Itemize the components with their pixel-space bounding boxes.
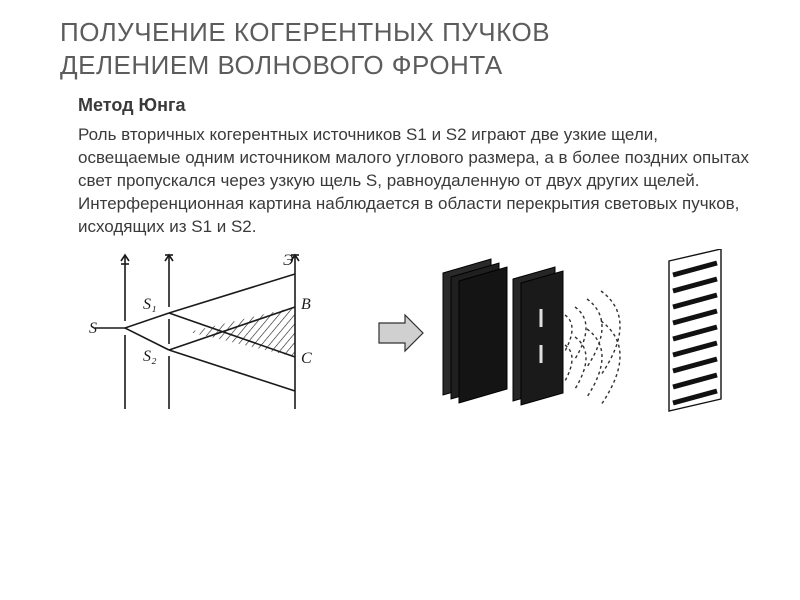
wavefronts — [565, 291, 620, 405]
young-3d-svg — [373, 249, 733, 424]
plane-stack-2 — [513, 267, 563, 405]
label-s1: S₁ — [143, 296, 157, 313]
section-subtitle: Метод Юнга — [60, 95, 756, 116]
body-paragraph: Роль вторичных когерентных источников S1… — [60, 124, 756, 239]
young-schematic-svg: S S₁ S₂ B C Э — [83, 249, 318, 424]
arrow-icon — [379, 315, 423, 351]
label-screen: Э — [283, 252, 294, 269]
figures-row: S S₁ S₂ B C Э — [60, 249, 756, 424]
plane-stack-1 — [443, 259, 507, 403]
title-line-2: ДЕЛЕНИЕМ ВОЛНОВОГО ФРОНТА — [60, 50, 503, 80]
page-title: ПОЛУЧЕНИЕ КОГЕРЕНТНЫХ ПУЧКОВ ДЕЛЕНИЕМ ВО… — [60, 16, 756, 81]
label-s2: S₂ — [143, 348, 157, 365]
label-s: S — [89, 320, 97, 337]
young-3d-illustration — [373, 249, 733, 424]
label-b: B — [301, 296, 311, 313]
young-schematic: S S₁ S₂ B C Э — [83, 249, 318, 424]
label-c: C — [301, 350, 312, 367]
title-line-1: ПОЛУЧЕНИЕ КОГЕРЕНТНЫХ ПУЧКОВ — [60, 17, 550, 47]
fringe-screen — [669, 249, 721, 411]
